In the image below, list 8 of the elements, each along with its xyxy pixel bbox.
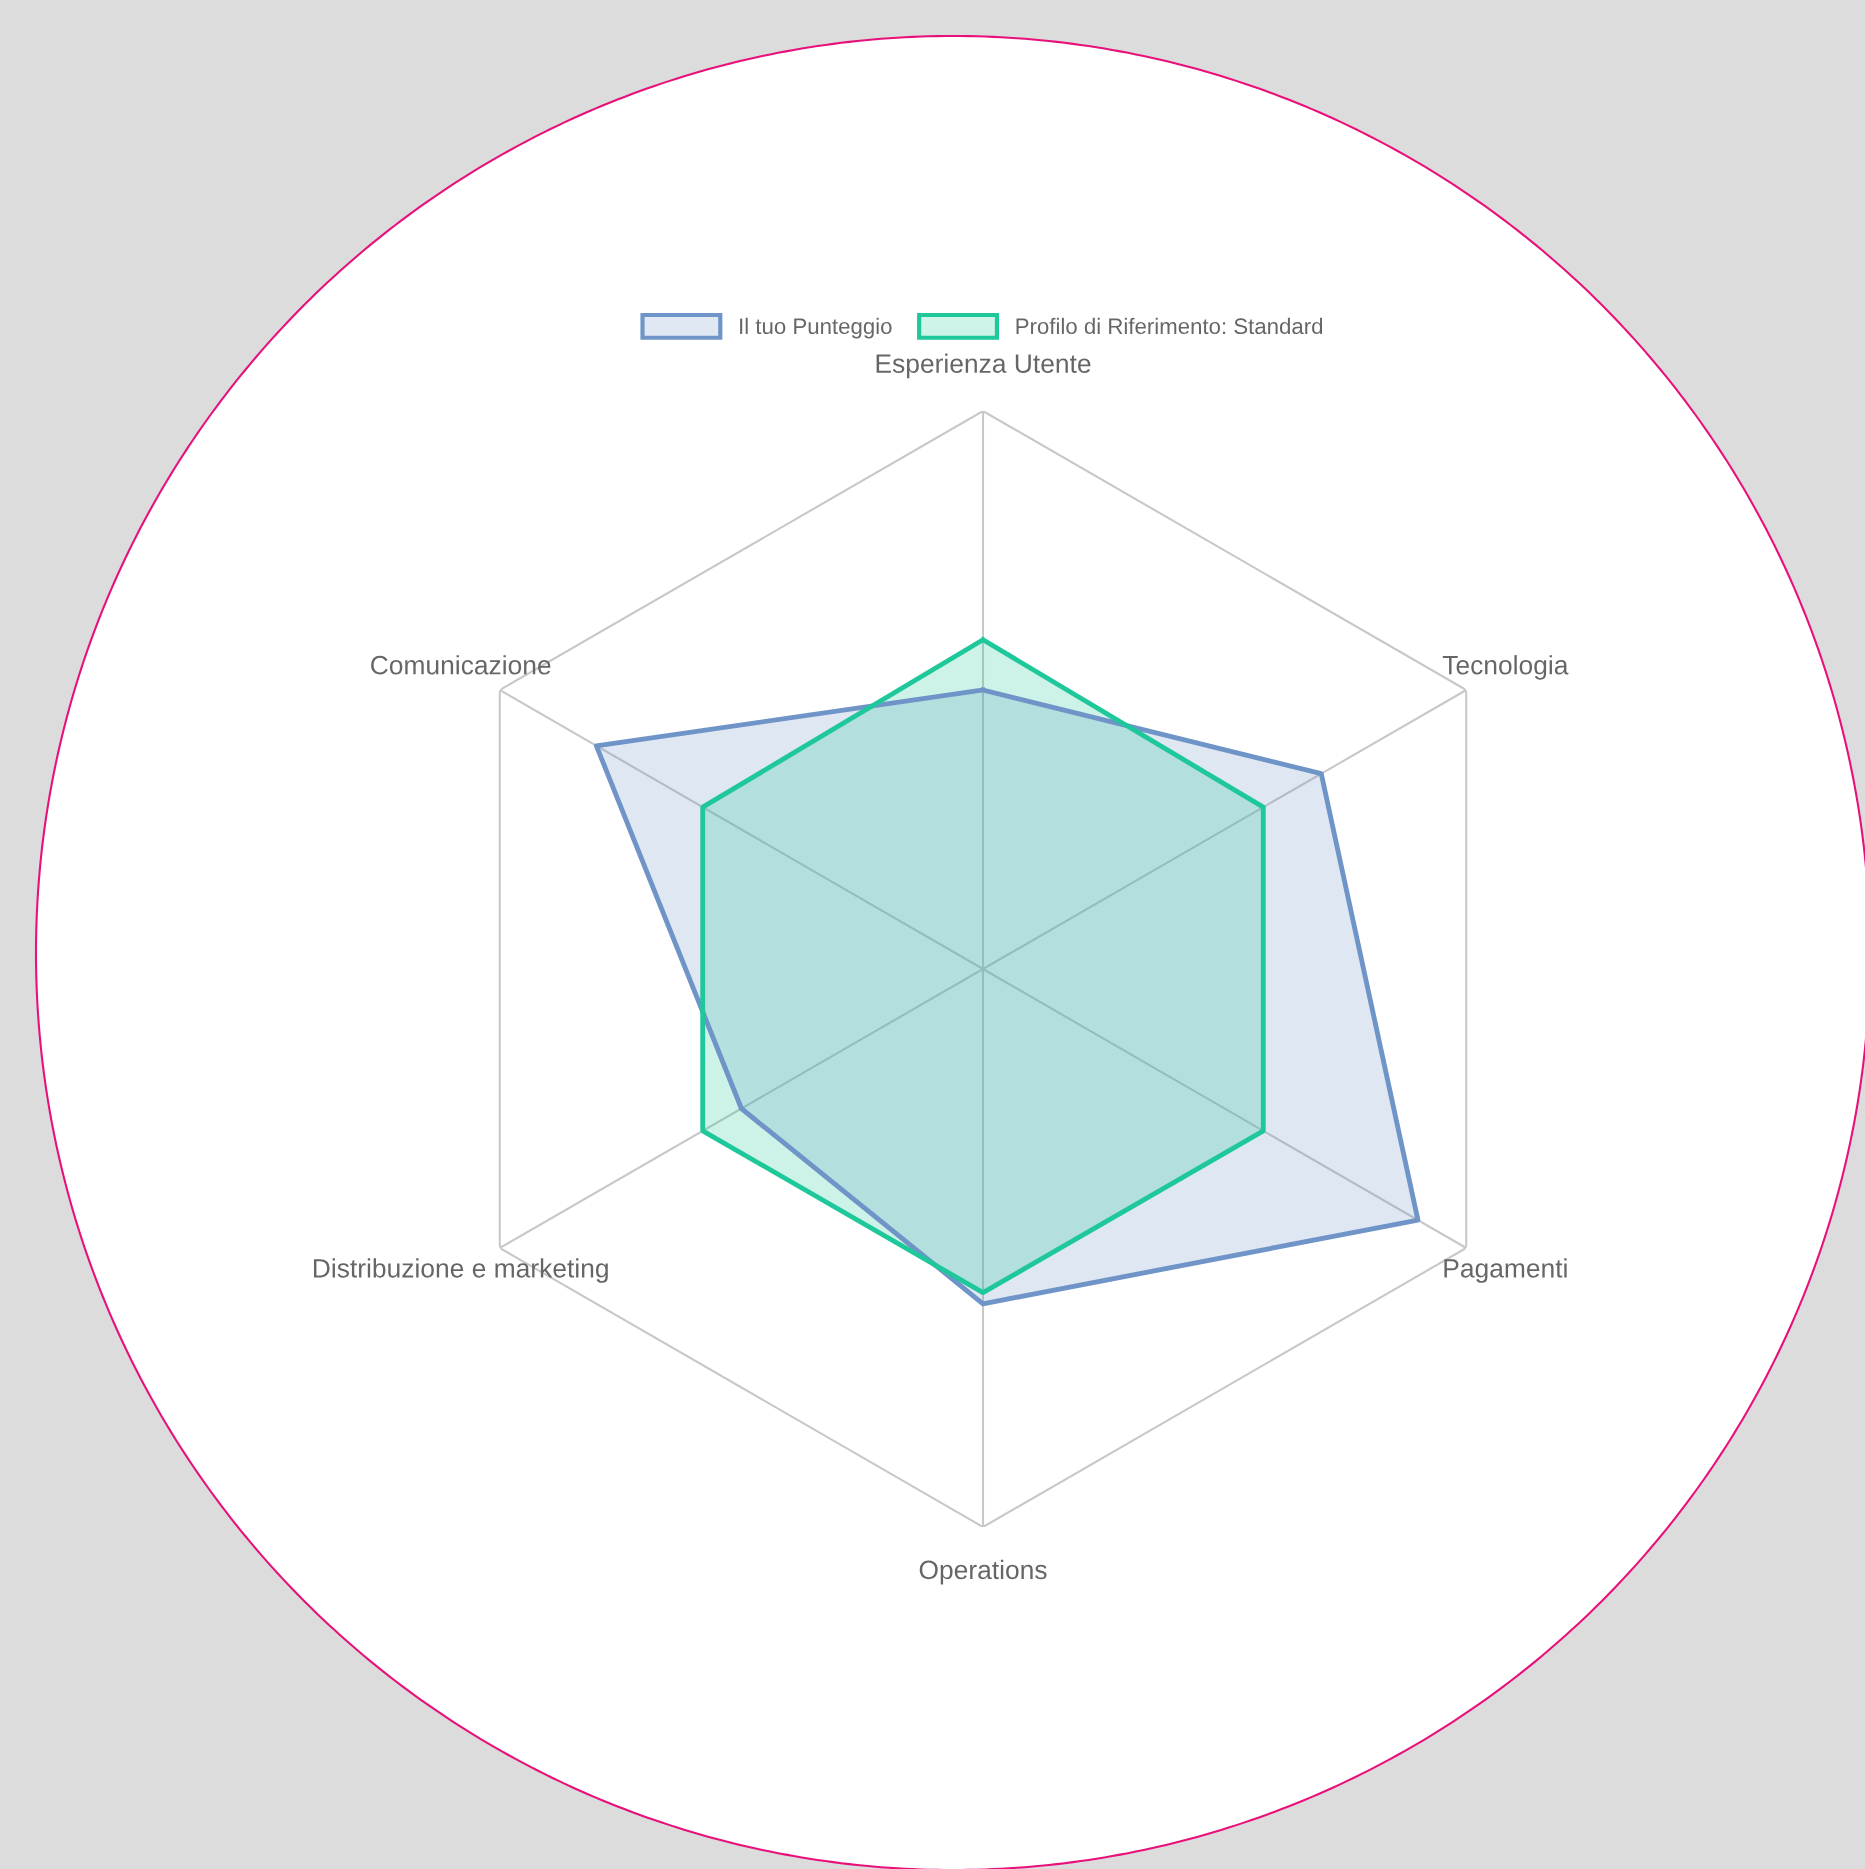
spoke-label: Pagamenti	[1444, 1258, 1567, 1283]
spoke-label: Tecnologia	[1442, 655, 1569, 680]
spoke-label: Distribuzione e marketing	[313, 1258, 608, 1283]
spoke-label: Operations	[919, 1559, 1047, 1585]
spoke-label: Esperienza Utente	[876, 353, 1091, 379]
legend-label: Il tuo Punteggio	[740, 317, 892, 339]
legend-label: Profilo di Riferimento: Standard	[1016, 317, 1323, 335]
spoke-label: Comunicazione	[371, 655, 551, 675]
